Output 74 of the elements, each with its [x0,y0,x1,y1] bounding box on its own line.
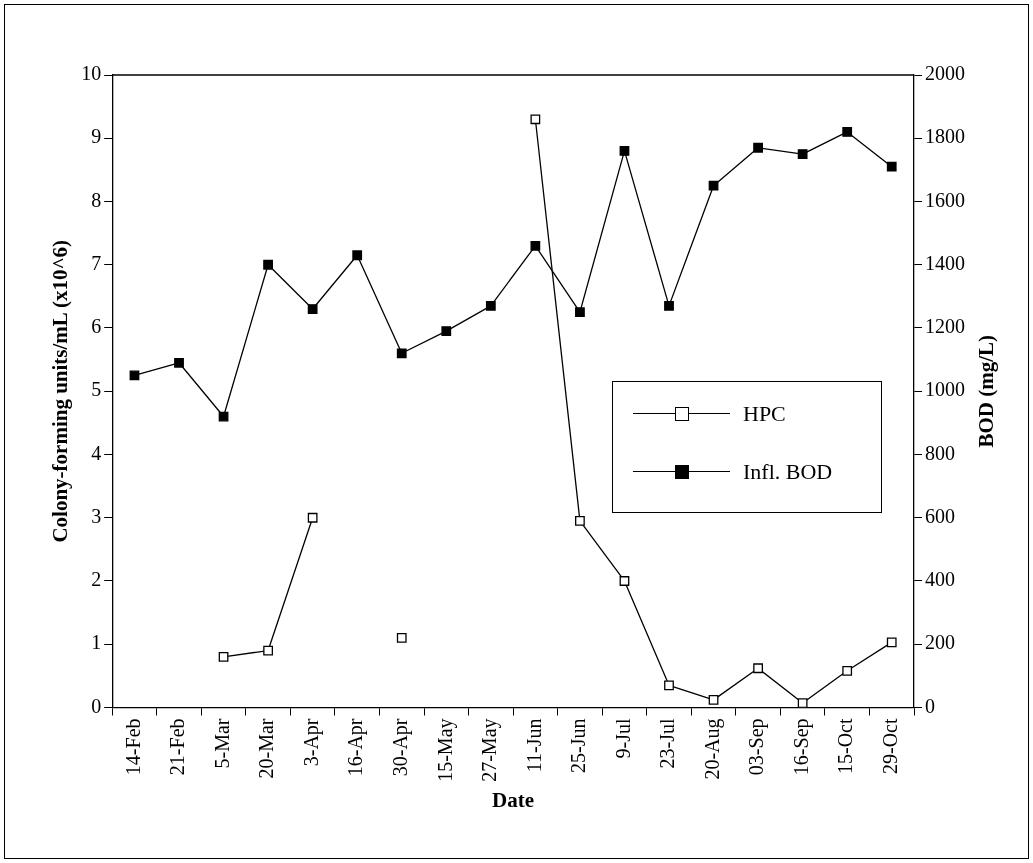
x-tick-label: 5-Mar [210,718,233,769]
point [530,240,541,251]
point [664,300,674,311]
y-tick-label: 7 [91,251,102,274]
x-tick-label: 16-Apr [344,718,368,777]
x-tick-label: 23-Jul [656,718,679,769]
y2-tick-label: 1600 [925,188,965,211]
x-tick-label: 27-May [478,718,502,782]
legend-label: Infl. BOD [743,459,833,486]
point [396,633,407,643]
x-tick-label: 03-Sep [745,718,769,776]
y-tick-label: 9 [91,125,102,148]
point [485,300,496,311]
point [396,348,407,359]
point [307,512,318,523]
y-axis-title: Colony-forming units/mL (x10^6) [48,239,73,543]
point [886,637,897,648]
y-tick-label: 5 [91,378,102,401]
y-tick-label: 8 [91,188,102,211]
point [575,516,585,526]
point [263,645,273,656]
point [218,651,229,662]
x-tick-label: 14-Feb [121,718,144,776]
y2-tick-label: 800 [925,441,955,464]
y-tick-label: 6 [91,315,102,338]
y-tick-label: 2 [91,568,102,591]
y2-tick-label: 1800 [925,125,965,148]
point [753,663,763,674]
y-tick-label: 3 [91,504,102,527]
y2-tick-label: 1000 [925,378,965,401]
point [263,259,273,270]
x-axis-title: Date [492,787,535,812]
y2-tick-label: 1200 [925,315,965,338]
point [530,114,541,125]
point [886,161,897,172]
y2-tick-label: 0 [925,694,935,717]
point [797,149,808,159]
point [708,695,719,705]
y-tick-label: 1 [91,631,102,654]
x-tick-label: 30-Apr [388,718,412,777]
legend-label: HPC [743,401,786,428]
x-tick-label: 3-Apr [299,718,323,767]
point [619,576,630,586]
point [797,698,808,708]
point [842,665,853,676]
point [842,127,853,137]
y2-tick-label: 2000 [925,62,965,85]
y-tick-label: 0 [91,694,102,717]
point [575,307,585,318]
x-tick-label: 29-Oct [878,718,901,775]
y2-tick-label: 200 [925,631,955,654]
point [352,250,363,261]
x-tick-label: 15-May [433,718,457,782]
y2-tick-label: 400 [925,568,955,591]
point [307,304,318,314]
x-tick-label: 20-Aug [700,718,724,780]
y2-tick-label: 1400 [925,251,965,274]
y2-tick-label: 600 [925,504,955,527]
y-tick-label: 10 [81,62,102,85]
x-tick-label: 15-Oct [834,718,857,775]
x-tick-label: 9-Jul [611,718,634,759]
x-tick-label: 11-Jun [522,718,545,773]
point [619,146,630,156]
x-tick-label: 20-Mar [255,718,278,779]
point [753,142,763,153]
point [174,357,184,368]
x-tick-label: 25-Jun [567,718,590,773]
point [441,326,452,337]
x-tick-label: 21-Feb [166,718,189,776]
point [664,680,674,691]
y-tick-label: 4 [91,441,102,464]
y2-axis-title: BOD (mg/L) [974,334,999,448]
x-tick-label: 16-Sep [789,718,813,776]
point [708,180,719,191]
